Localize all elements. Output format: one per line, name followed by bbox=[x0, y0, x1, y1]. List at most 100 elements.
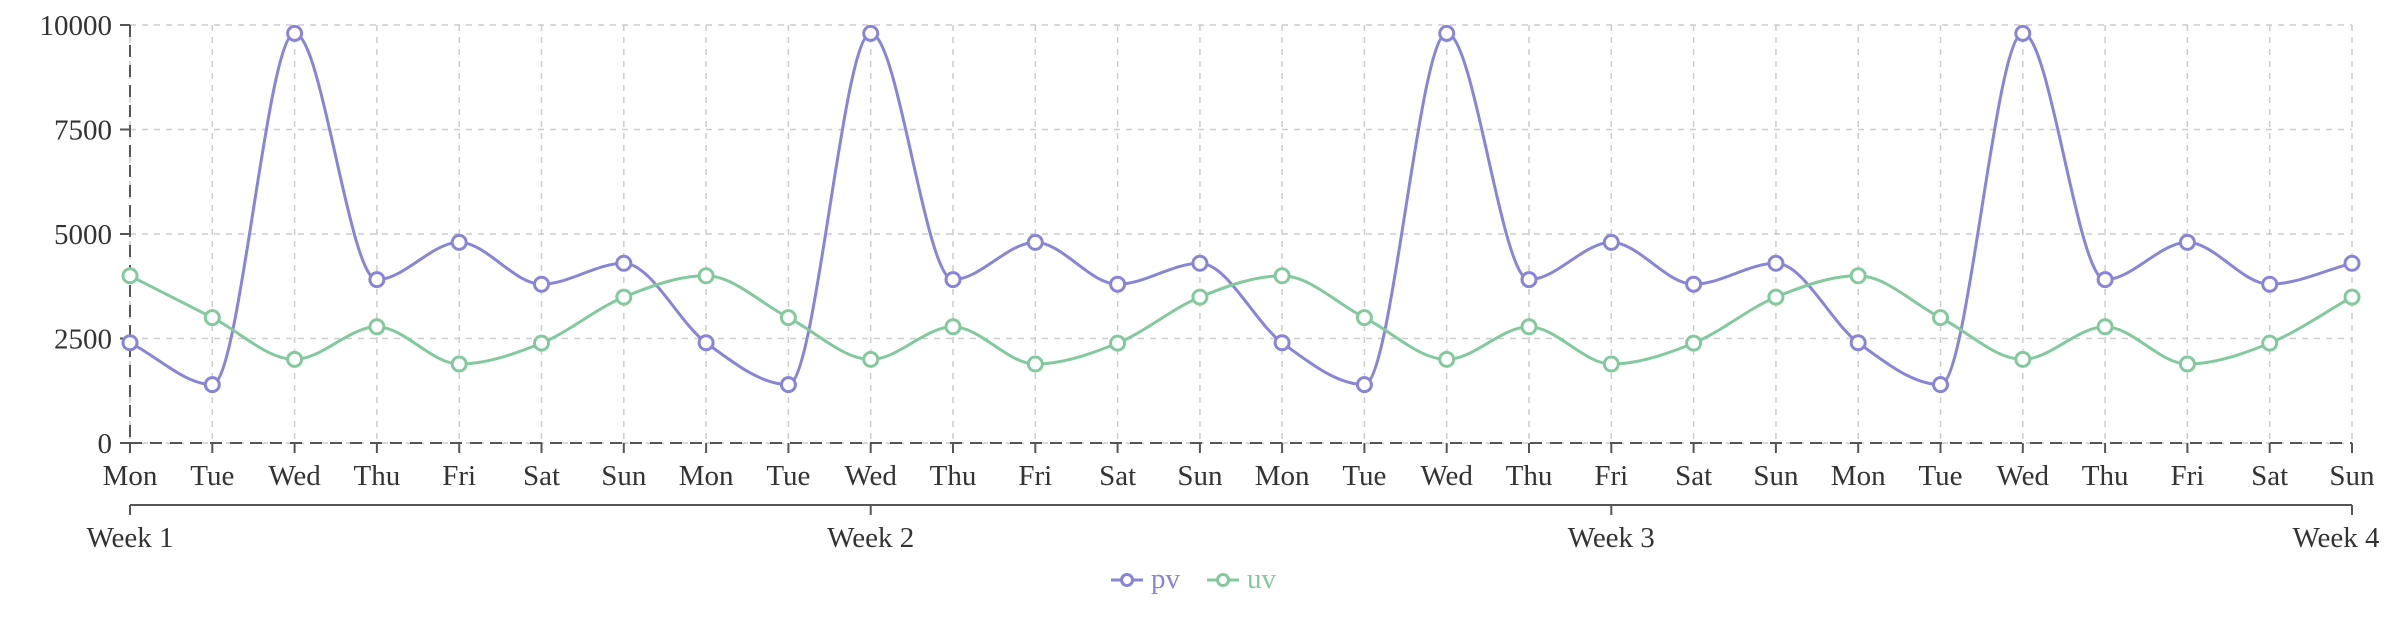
x-tick-label: Thu bbox=[930, 460, 977, 492]
x-tick-label: Fri bbox=[442, 460, 476, 492]
y-tick-label: 2500 bbox=[54, 324, 112, 356]
week-tick-label: Week 3 bbox=[1568, 522, 1655, 554]
x-tick-label: Tue bbox=[1342, 460, 1386, 492]
uv-line-icon bbox=[1207, 572, 1239, 587]
chart-legend: pv uv bbox=[0, 563, 2386, 596]
x-tick-label: Sat bbox=[1675, 460, 1712, 492]
data-point-uv bbox=[944, 318, 962, 336]
data-point-uv bbox=[368, 318, 386, 336]
data-point-pv bbox=[1767, 254, 1785, 272]
data-point-uv bbox=[1026, 355, 1044, 373]
data-point-pv bbox=[1849, 334, 1867, 352]
data-point-uv bbox=[1109, 334, 1127, 352]
x-tick-label: Mon bbox=[679, 460, 734, 492]
data-point-pv bbox=[533, 275, 550, 293]
data-point-uv bbox=[1438, 350, 1456, 368]
data-point-pv bbox=[1932, 376, 1949, 394]
data-point-uv bbox=[2343, 288, 2361, 306]
data-point-pv bbox=[203, 376, 221, 394]
data-point-uv bbox=[1355, 309, 1373, 327]
data-point-uv bbox=[203, 309, 221, 327]
week-tick-label: Week 2 bbox=[827, 522, 914, 554]
data-point-uv bbox=[450, 355, 468, 373]
x-tick-label: Sun bbox=[2329, 460, 2375, 492]
data-point-uv bbox=[1520, 318, 1538, 336]
data-point-uv bbox=[697, 267, 715, 285]
x-tick-label: Tue bbox=[1918, 460, 1962, 492]
data-point-uv bbox=[2178, 355, 2196, 373]
x-tick-label: Mon bbox=[1831, 460, 1886, 492]
data-point-uv bbox=[1932, 309, 1949, 327]
data-point-uv bbox=[1849, 267, 1867, 285]
pv-line-icon bbox=[1111, 572, 1143, 587]
data-point-uv bbox=[1685, 334, 1703, 352]
legend-item-pv[interactable]: pv bbox=[1110, 563, 1180, 596]
x-tick-label: Thu bbox=[1506, 460, 1553, 492]
x-tick-label: Sat bbox=[2251, 460, 2288, 492]
x-tick-label: Tue bbox=[766, 460, 810, 492]
y-tick-label: 5000 bbox=[54, 219, 112, 251]
data-point-pv bbox=[121, 334, 139, 352]
data-point-pv bbox=[944, 271, 962, 289]
x-tick-label: Wed bbox=[1420, 460, 1473, 492]
data-point-pv bbox=[2178, 233, 2196, 251]
x-tick-label: Fri bbox=[2170, 460, 2204, 492]
data-point-pv bbox=[779, 376, 797, 394]
data-point-pv bbox=[368, 271, 386, 289]
week-tick-label: Week 1 bbox=[86, 522, 173, 554]
legend-label-pv: pv bbox=[1151, 563, 1180, 595]
data-point-uv bbox=[615, 288, 633, 306]
data-point-pv bbox=[862, 24, 880, 42]
y-tick-label: 7500 bbox=[54, 115, 112, 147]
data-point-pv bbox=[1191, 254, 1209, 272]
legend-label-uv: uv bbox=[1247, 563, 1276, 595]
data-point-pv bbox=[1685, 275, 1703, 293]
x-tick-label: Sun bbox=[601, 460, 647, 492]
data-point-pv bbox=[1355, 376, 1373, 394]
x-tick-label: Thu bbox=[2082, 460, 2129, 492]
data-point-uv bbox=[286, 350, 304, 368]
x-tick-label: Fri bbox=[1018, 460, 1052, 492]
data-point-uv bbox=[862, 350, 880, 368]
data-point-pv bbox=[697, 334, 715, 352]
data-point-pv bbox=[286, 24, 304, 42]
x-tick-label: Thu bbox=[354, 460, 401, 492]
x-tick-label: Sun bbox=[1753, 460, 1799, 492]
x-tick-label: Wed bbox=[1997, 460, 2050, 492]
x-tick-label: Sat bbox=[523, 460, 560, 492]
data-point-pv bbox=[2343, 254, 2361, 272]
data-point-pv bbox=[1109, 275, 1127, 293]
x-tick-label: Mon bbox=[103, 460, 158, 492]
data-point-uv bbox=[1273, 267, 1291, 285]
data-point-uv bbox=[2261, 334, 2279, 352]
x-tick-label: Sun bbox=[1177, 460, 1223, 492]
series-line-pv bbox=[128, 31, 2354, 387]
data-point-pv bbox=[615, 254, 633, 272]
data-point-pv bbox=[2096, 271, 2114, 289]
data-point-pv bbox=[1273, 334, 1291, 352]
data-point-pv bbox=[1438, 24, 1456, 42]
data-point-pv bbox=[1520, 271, 1538, 289]
data-point-pv bbox=[2014, 24, 2032, 42]
data-point-uv bbox=[121, 267, 139, 285]
data-point-pv bbox=[2261, 275, 2279, 293]
data-point-uv bbox=[533, 334, 550, 352]
legend-item-uv[interactable]: uv bbox=[1206, 563, 1276, 596]
data-point-uv bbox=[1767, 288, 1785, 306]
data-point-uv bbox=[1191, 288, 1209, 306]
data-point-uv bbox=[2096, 318, 2114, 336]
data-point-uv bbox=[779, 309, 797, 327]
data-point-pv bbox=[1026, 233, 1044, 251]
x-tick-label: Wed bbox=[844, 460, 897, 492]
data-point-pv bbox=[1602, 233, 1620, 251]
y-tick-label: 0 bbox=[98, 428, 113, 460]
x-tick-label: Mon bbox=[1255, 460, 1310, 492]
x-tick-label: Tue bbox=[190, 460, 234, 492]
x-tick-label: Sat bbox=[1099, 460, 1136, 492]
data-point-pv bbox=[450, 233, 468, 251]
x-tick-label: Wed bbox=[268, 460, 321, 492]
x-tick-label: Fri bbox=[1594, 460, 1628, 492]
week-tick-label: Week 4 bbox=[2292, 522, 2380, 554]
